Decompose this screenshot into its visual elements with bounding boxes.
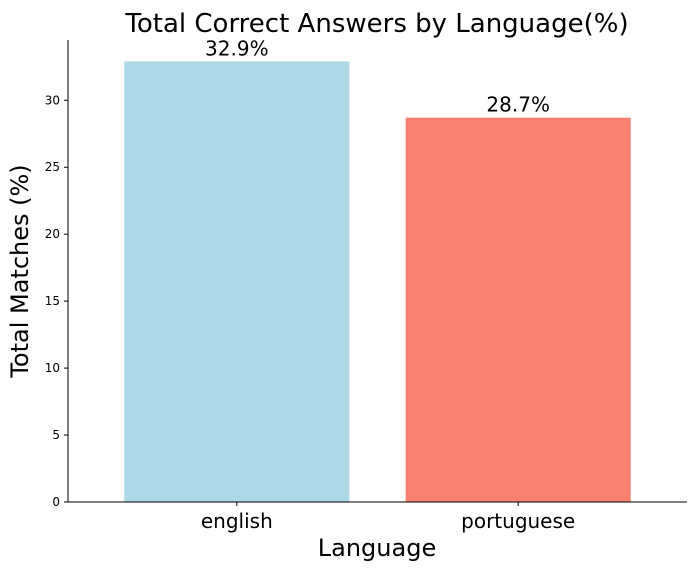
x-axis-title: Language xyxy=(318,534,436,562)
y-tick-label-25: 25 xyxy=(45,160,60,174)
y-tick-label-5: 5 xyxy=(52,428,60,442)
y-tick-label-30: 30 xyxy=(45,93,60,107)
bar-portuguese xyxy=(405,117,631,503)
x-tick-label-english: english xyxy=(201,509,273,533)
data-label-portuguese: 28.7% xyxy=(486,93,550,117)
y-tick-label-20: 20 xyxy=(45,227,60,241)
y-tick-label-0: 0 xyxy=(52,495,60,509)
data-label-english: 32.9% xyxy=(205,36,269,60)
chart-title: Total Correct Answers by Language(%) xyxy=(124,9,628,39)
y-axis-ticks: 0 5 10 15 20 25 30 xyxy=(45,93,68,509)
y-tick-label-10: 10 xyxy=(45,361,60,375)
x-axis-ticks: english portuguese xyxy=(201,502,575,533)
bars-layer: 32.9% 28.7% xyxy=(124,36,631,503)
y-tick-label-15: 15 xyxy=(45,294,60,308)
bar-english xyxy=(124,61,350,502)
y-axis-title: Total Matches (%) xyxy=(6,164,34,378)
x-tick-label-portuguese: portuguese xyxy=(461,509,575,533)
